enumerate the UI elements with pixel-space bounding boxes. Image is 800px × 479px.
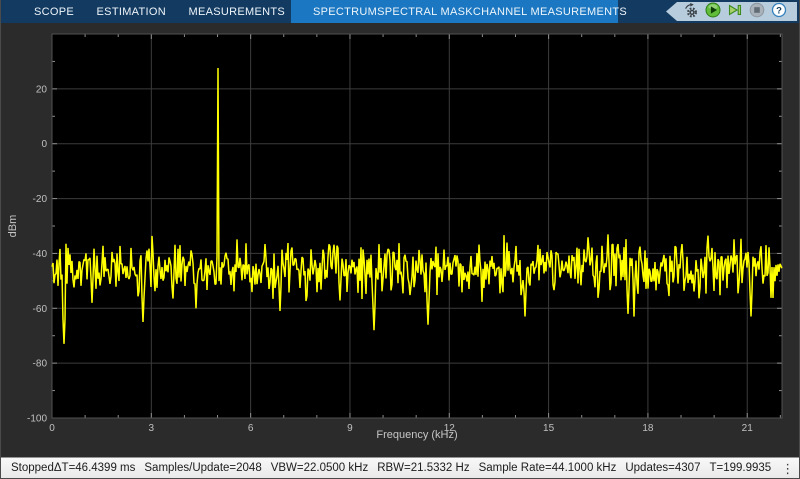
status-state: Stopped	[11, 462, 54, 474]
svg-text:-60: -60	[33, 304, 48, 315]
tab-measurements[interactable]: MEASUREMENTS	[188, 5, 285, 18]
scope-display: 0 3 6 9 12 15 18 21 20 0 -20 -40 -60 -80 -100 Frequenc…	[1, 23, 800, 457]
tab-spectrum[interactable]: SPECTRUM	[313, 5, 378, 18]
y-axis-title: dBm	[7, 214, 19, 238]
tab-scope[interactable]: SCOPE	[34, 5, 75, 18]
svg-text:3: 3	[149, 423, 155, 434]
simulation-controls: ?	[666, 2, 797, 21]
help-button[interactable]: ?	[770, 2, 788, 21]
gear-arrow-icon	[683, 2, 700, 21]
status-metric: Updates=4307	[625, 462, 701, 474]
run-button[interactable]	[704, 2, 722, 21]
status-metric: Sample Rate=44.1000 kHz	[478, 462, 617, 474]
toolstrip-context-tabs: SPECTRUM SPECTRAL MASK CHANNEL MEASUREMENT…	[291, 0, 627, 23]
svg-text:0: 0	[41, 139, 47, 150]
status-bar: Stopped ΔT=46.4399 ms Samples/Update=2048…	[1, 457, 799, 478]
svg-text:15: 15	[543, 423, 555, 434]
status-metric: T=199.9935	[709, 462, 772, 474]
svg-text:-40: -40	[33, 249, 48, 260]
svg-text:0: 0	[49, 423, 55, 434]
svg-text:-20: -20	[33, 194, 48, 205]
x-axis-title: Frequency (kHz)	[376, 429, 458, 441]
kebab-menu-icon[interactable]: ⋮	[781, 460, 795, 476]
run-icon	[705, 2, 721, 21]
svg-text:6: 6	[248, 423, 254, 434]
tab-spectral-mask[interactable]: SPECTRAL MASK	[377, 5, 473, 18]
svg-text:21: 21	[742, 423, 754, 434]
help-icon: ?	[771, 2, 787, 21]
svg-text:?: ?	[776, 5, 782, 16]
tab-estimation[interactable]: ESTIMATION	[96, 5, 166, 18]
stop-icon	[749, 2, 765, 21]
tab-channel-measurements[interactable]: CHANNEL MEASUREMENTS	[472, 5, 628, 18]
status-metric: ΔT=46.4399 ms	[53, 462, 136, 474]
toolstrip: SCOPE ESTIMATION MEASUREMENTS SPECTRUM SPEC…	[1, 0, 799, 23]
status-metric: RBW=21.5332 Hz	[377, 462, 470, 474]
step-forward-icon	[727, 2, 743, 21]
status-metric: Samples/Update=2048	[144, 462, 262, 474]
spectrum-plot[interactable]: 0 3 6 9 12 15 18 21 20 0 -20 -40 -60 -80 -100	[1, 23, 800, 457]
svg-text:20: 20	[36, 84, 48, 95]
toolstrip-tabs: SCOPE ESTIMATION MEASUREMENTS	[1, 0, 291, 23]
status-metric: VBW=22.0500 kHz	[270, 462, 369, 474]
svg-text:12: 12	[444, 423, 456, 434]
svg-text:18: 18	[642, 423, 654, 434]
settings-button[interactable]	[682, 2, 700, 21]
step-forward-button[interactable]	[726, 3, 744, 21]
svg-text:-80: -80	[33, 359, 48, 370]
svg-text:9: 9	[347, 423, 353, 434]
status-metrics: ΔT=46.4399 ms Samples/Update=2048 VBW=22.0…	[54, 462, 771, 474]
svg-text:-100: -100	[27, 414, 47, 425]
stop-button[interactable]	[748, 2, 766, 21]
